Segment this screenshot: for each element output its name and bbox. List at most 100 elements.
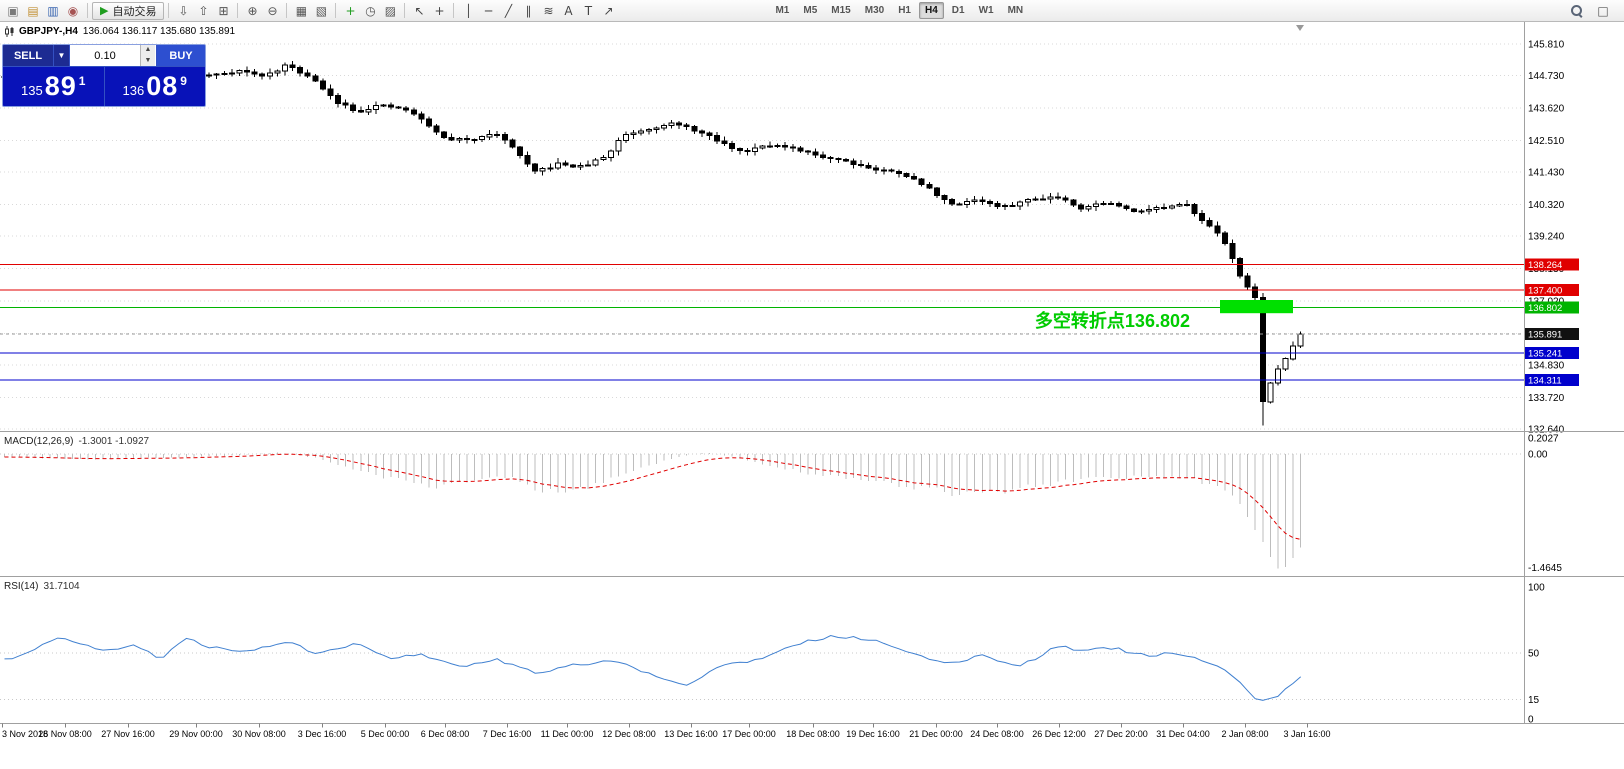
trendline-icon[interactable]: ╱ xyxy=(504,3,513,18)
candle xyxy=(585,164,592,167)
sell-button[interactable]: SELL xyxy=(3,45,53,66)
timeframe-h4[interactable]: H4 xyxy=(918,2,944,19)
volume-increase-button[interactable]: ▲ xyxy=(144,46,152,53)
volume-input[interactable] xyxy=(70,45,140,66)
new-window-icon[interactable]: □ xyxy=(1597,3,1609,18)
timeframe-d1[interactable]: D1 xyxy=(951,5,965,16)
timeframe-m5[interactable]: M5 xyxy=(803,5,818,16)
horizontal-line-icon[interactable]: ─ xyxy=(484,3,493,18)
candle xyxy=(524,155,531,165)
candle xyxy=(623,134,630,141)
main-chart-area[interactable] xyxy=(0,22,1524,431)
candle xyxy=(729,142,736,150)
highlight-rectangle[interactable] xyxy=(1220,300,1293,314)
volume-dropdown-button[interactable]: ▼ xyxy=(54,45,69,66)
text-label-icon[interactable]: T xyxy=(584,3,593,18)
candle xyxy=(812,151,819,156)
candle xyxy=(327,88,334,97)
sell-price[interactable]: 135 89 1 xyxy=(3,67,104,106)
candle xyxy=(479,136,485,141)
profiles-icon[interactable]: ▥ xyxy=(47,3,59,18)
candle xyxy=(592,159,599,166)
candle xyxy=(1161,207,1168,210)
buy-price[interactable]: 136 08 9 xyxy=(105,67,206,106)
price-axis-area[interactable] xyxy=(1524,22,1624,724)
timeframe-m15[interactable]: M15 xyxy=(831,5,851,16)
candle xyxy=(213,73,220,76)
cascade-windows-icon[interactable]: ▧ xyxy=(315,3,328,18)
time-axis-label: 29 Nov 00:00 xyxy=(169,729,223,739)
periods-icon[interactable]: ◷ xyxy=(365,3,376,18)
price-axis-label: 142.510 xyxy=(1528,136,1565,147)
macd-panel-area[interactable] xyxy=(0,431,1524,575)
candle xyxy=(410,109,417,115)
candle xyxy=(388,104,395,108)
text-icon[interactable]: A xyxy=(564,3,573,18)
candle xyxy=(1153,207,1160,211)
pivot-annotation[interactable]: 多空转折点136.802 xyxy=(1035,310,1190,331)
candle xyxy=(645,129,652,132)
timeframe-w1[interactable]: W1 xyxy=(978,5,994,16)
resistance-line-2-badge-label: 137.400 xyxy=(1528,285,1562,296)
sound-alert-icon[interactable]: ◉ xyxy=(67,3,79,18)
grid-toggle-icon[interactable]: ⊞ xyxy=(218,3,229,18)
zoom-in-icon[interactable]: ⊕ xyxy=(247,3,258,18)
terminal-icon[interactable]: ▣ xyxy=(7,3,19,18)
candle xyxy=(304,72,311,77)
tick-up-icon[interactable]: ⇧ xyxy=(198,3,209,18)
candle xyxy=(342,102,349,106)
candle xyxy=(676,122,683,126)
arrows-tool-icon[interactable]: ↗ xyxy=(603,3,614,18)
time-axis-label: 30 Nov 08:00 xyxy=(232,729,286,739)
candle xyxy=(956,203,963,206)
tick-down-icon[interactable]: ⇩ xyxy=(178,3,189,18)
timeframe-m30[interactable]: M30 xyxy=(864,5,885,16)
fibonacci-icon[interactable]: ≋ xyxy=(543,3,554,18)
candle xyxy=(607,150,614,158)
price-axis-label: 141.430 xyxy=(1528,167,1565,178)
new-chart-icon[interactable]: ▤ xyxy=(27,3,39,18)
buy-button[interactable]: BUY xyxy=(157,45,205,66)
price-axis-label: 145.810 xyxy=(1528,39,1565,50)
candle xyxy=(494,133,501,136)
autotrading-button[interactable]: ▶ 自动交易 xyxy=(92,1,165,20)
indicators-icon[interactable]: + xyxy=(345,3,356,18)
price-axis-label: 134.830 xyxy=(1528,360,1565,371)
channel-icon[interactable]: ∥ xyxy=(525,3,532,18)
rsi-scale-label: 15 xyxy=(1528,695,1540,706)
candle xyxy=(797,147,804,152)
candle xyxy=(918,178,925,186)
time-axis-label: 11 Dec 00:00 xyxy=(541,729,594,739)
ohlc-values: 136.064 136.117 135.680 135.891 xyxy=(82,26,236,37)
tile-windows-icon[interactable]: ▦ xyxy=(295,3,308,18)
candle xyxy=(827,156,834,160)
cursor-icon[interactable]: ↖ xyxy=(414,3,425,18)
chart-shift-marker[interactable] xyxy=(1296,25,1304,31)
volume-decrease-button[interactable]: ▼ xyxy=(144,56,152,64)
timeframe-h1[interactable]: H1 xyxy=(898,5,911,16)
zoom-out-icon[interactable]: ⊖ xyxy=(267,3,278,18)
rsi-scale-label: 50 xyxy=(1528,649,1540,660)
candle xyxy=(297,67,304,74)
candle xyxy=(706,132,713,137)
volume-stepper: ▲ ▼ xyxy=(140,45,155,66)
templates-icon[interactable]: ▨ xyxy=(384,3,397,18)
candle xyxy=(971,199,978,203)
support-line-1-badge-label: 135.241 xyxy=(1528,348,1562,359)
candle xyxy=(456,138,463,141)
time-axis-area[interactable] xyxy=(0,723,1624,746)
vertical-line-icon[interactable]: │ xyxy=(464,3,473,18)
buy-price-small: 136 xyxy=(122,83,145,98)
timeframe-m1[interactable]: M1 xyxy=(775,5,790,16)
crosshair-icon[interactable]: + xyxy=(434,3,445,18)
candle xyxy=(691,125,698,132)
timeframe-mn[interactable]: MN xyxy=(1007,5,1024,16)
trade-panel-prices: 135 89 1 136 08 9 xyxy=(3,67,205,106)
time-axis-label: 18 Dec 08:00 xyxy=(786,729,840,739)
candle xyxy=(850,160,857,165)
search-icon[interactable] xyxy=(1570,4,1583,17)
time-axis-label: 26 Dec 12:00 xyxy=(1032,729,1086,739)
macd-values: -1.3001 -1.0927 xyxy=(78,436,150,447)
